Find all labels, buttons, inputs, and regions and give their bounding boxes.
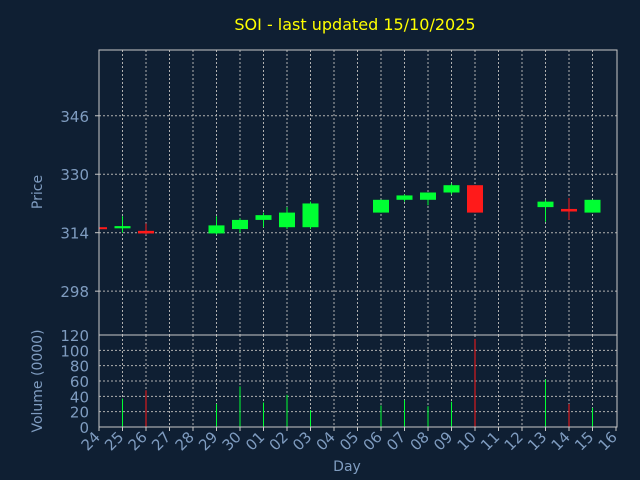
volume-tick-label: 80 xyxy=(70,358,89,376)
price-tick-label: 330 xyxy=(60,166,89,184)
chart-title: SOI - last updated 15/10/2025 xyxy=(234,15,475,34)
volume-axis-label: Volume (0000) xyxy=(30,329,46,432)
candle-body xyxy=(373,199,389,213)
price-tick-label: 298 xyxy=(60,283,89,301)
x-tick-label: 16 xyxy=(595,428,621,454)
candle-body xyxy=(537,201,554,208)
candle-body xyxy=(279,212,295,228)
volume-tick-label: 40 xyxy=(70,388,89,406)
volume-tick-label: 60 xyxy=(70,373,89,391)
x-tick-label: 02 xyxy=(266,428,292,454)
x-tick-label: 12 xyxy=(501,428,527,454)
x-tick-label: 05 xyxy=(336,428,362,454)
candle-body xyxy=(138,230,154,234)
candle-body xyxy=(584,199,601,213)
candle-body xyxy=(561,208,577,212)
candle-body xyxy=(443,185,460,193)
price-tick-label: 346 xyxy=(60,108,89,126)
x-tick-label: 01 xyxy=(242,428,268,454)
candle-body xyxy=(467,185,483,213)
candle-body xyxy=(420,192,436,200)
x-tick-label: 15 xyxy=(571,428,597,454)
candle-body xyxy=(396,195,413,200)
candle-body xyxy=(99,227,107,230)
x-tick-label: 30 xyxy=(219,428,245,454)
price-axis-label: Price xyxy=(30,175,46,209)
candle-body xyxy=(208,225,225,234)
x-tick-label: 28 xyxy=(172,428,198,454)
x-tick-label: 14 xyxy=(548,428,574,454)
price-tick-label: 314 xyxy=(60,225,89,243)
volume-tick-label: 20 xyxy=(70,404,89,422)
x-tick-label: 08 xyxy=(407,428,433,454)
x-tick-label: 27 xyxy=(148,428,174,454)
candle-body xyxy=(302,203,319,228)
x-tick-label: 25 xyxy=(101,428,127,454)
x-tick-label: 10 xyxy=(454,428,480,454)
x-tick-label: 03 xyxy=(289,428,315,454)
x-axis: 2425262728293001020304050607080910111213… xyxy=(78,427,621,454)
x-tick-label: 07 xyxy=(383,428,409,454)
price-panel-frame xyxy=(98,49,618,336)
candle-body xyxy=(114,226,131,229)
x-tick-label: 04 xyxy=(313,428,339,454)
x-tick-label: 26 xyxy=(125,428,151,454)
volume-tick-label: 120 xyxy=(60,327,89,345)
x-tick-label: 13 xyxy=(524,428,550,454)
x-tick-label: 06 xyxy=(360,428,386,454)
x-tick-label: 09 xyxy=(430,428,456,454)
price-panel: 298 314 330 346 xyxy=(60,49,618,336)
candle-body xyxy=(232,219,248,230)
candle-body xyxy=(255,215,272,220)
x-tick-label: 11 xyxy=(477,428,503,454)
x-tick-label: 29 xyxy=(195,428,221,454)
x-axis-label: Day xyxy=(333,459,361,475)
volume-tick-label: 100 xyxy=(60,342,89,360)
volume-tick-label: 0 xyxy=(79,419,89,437)
